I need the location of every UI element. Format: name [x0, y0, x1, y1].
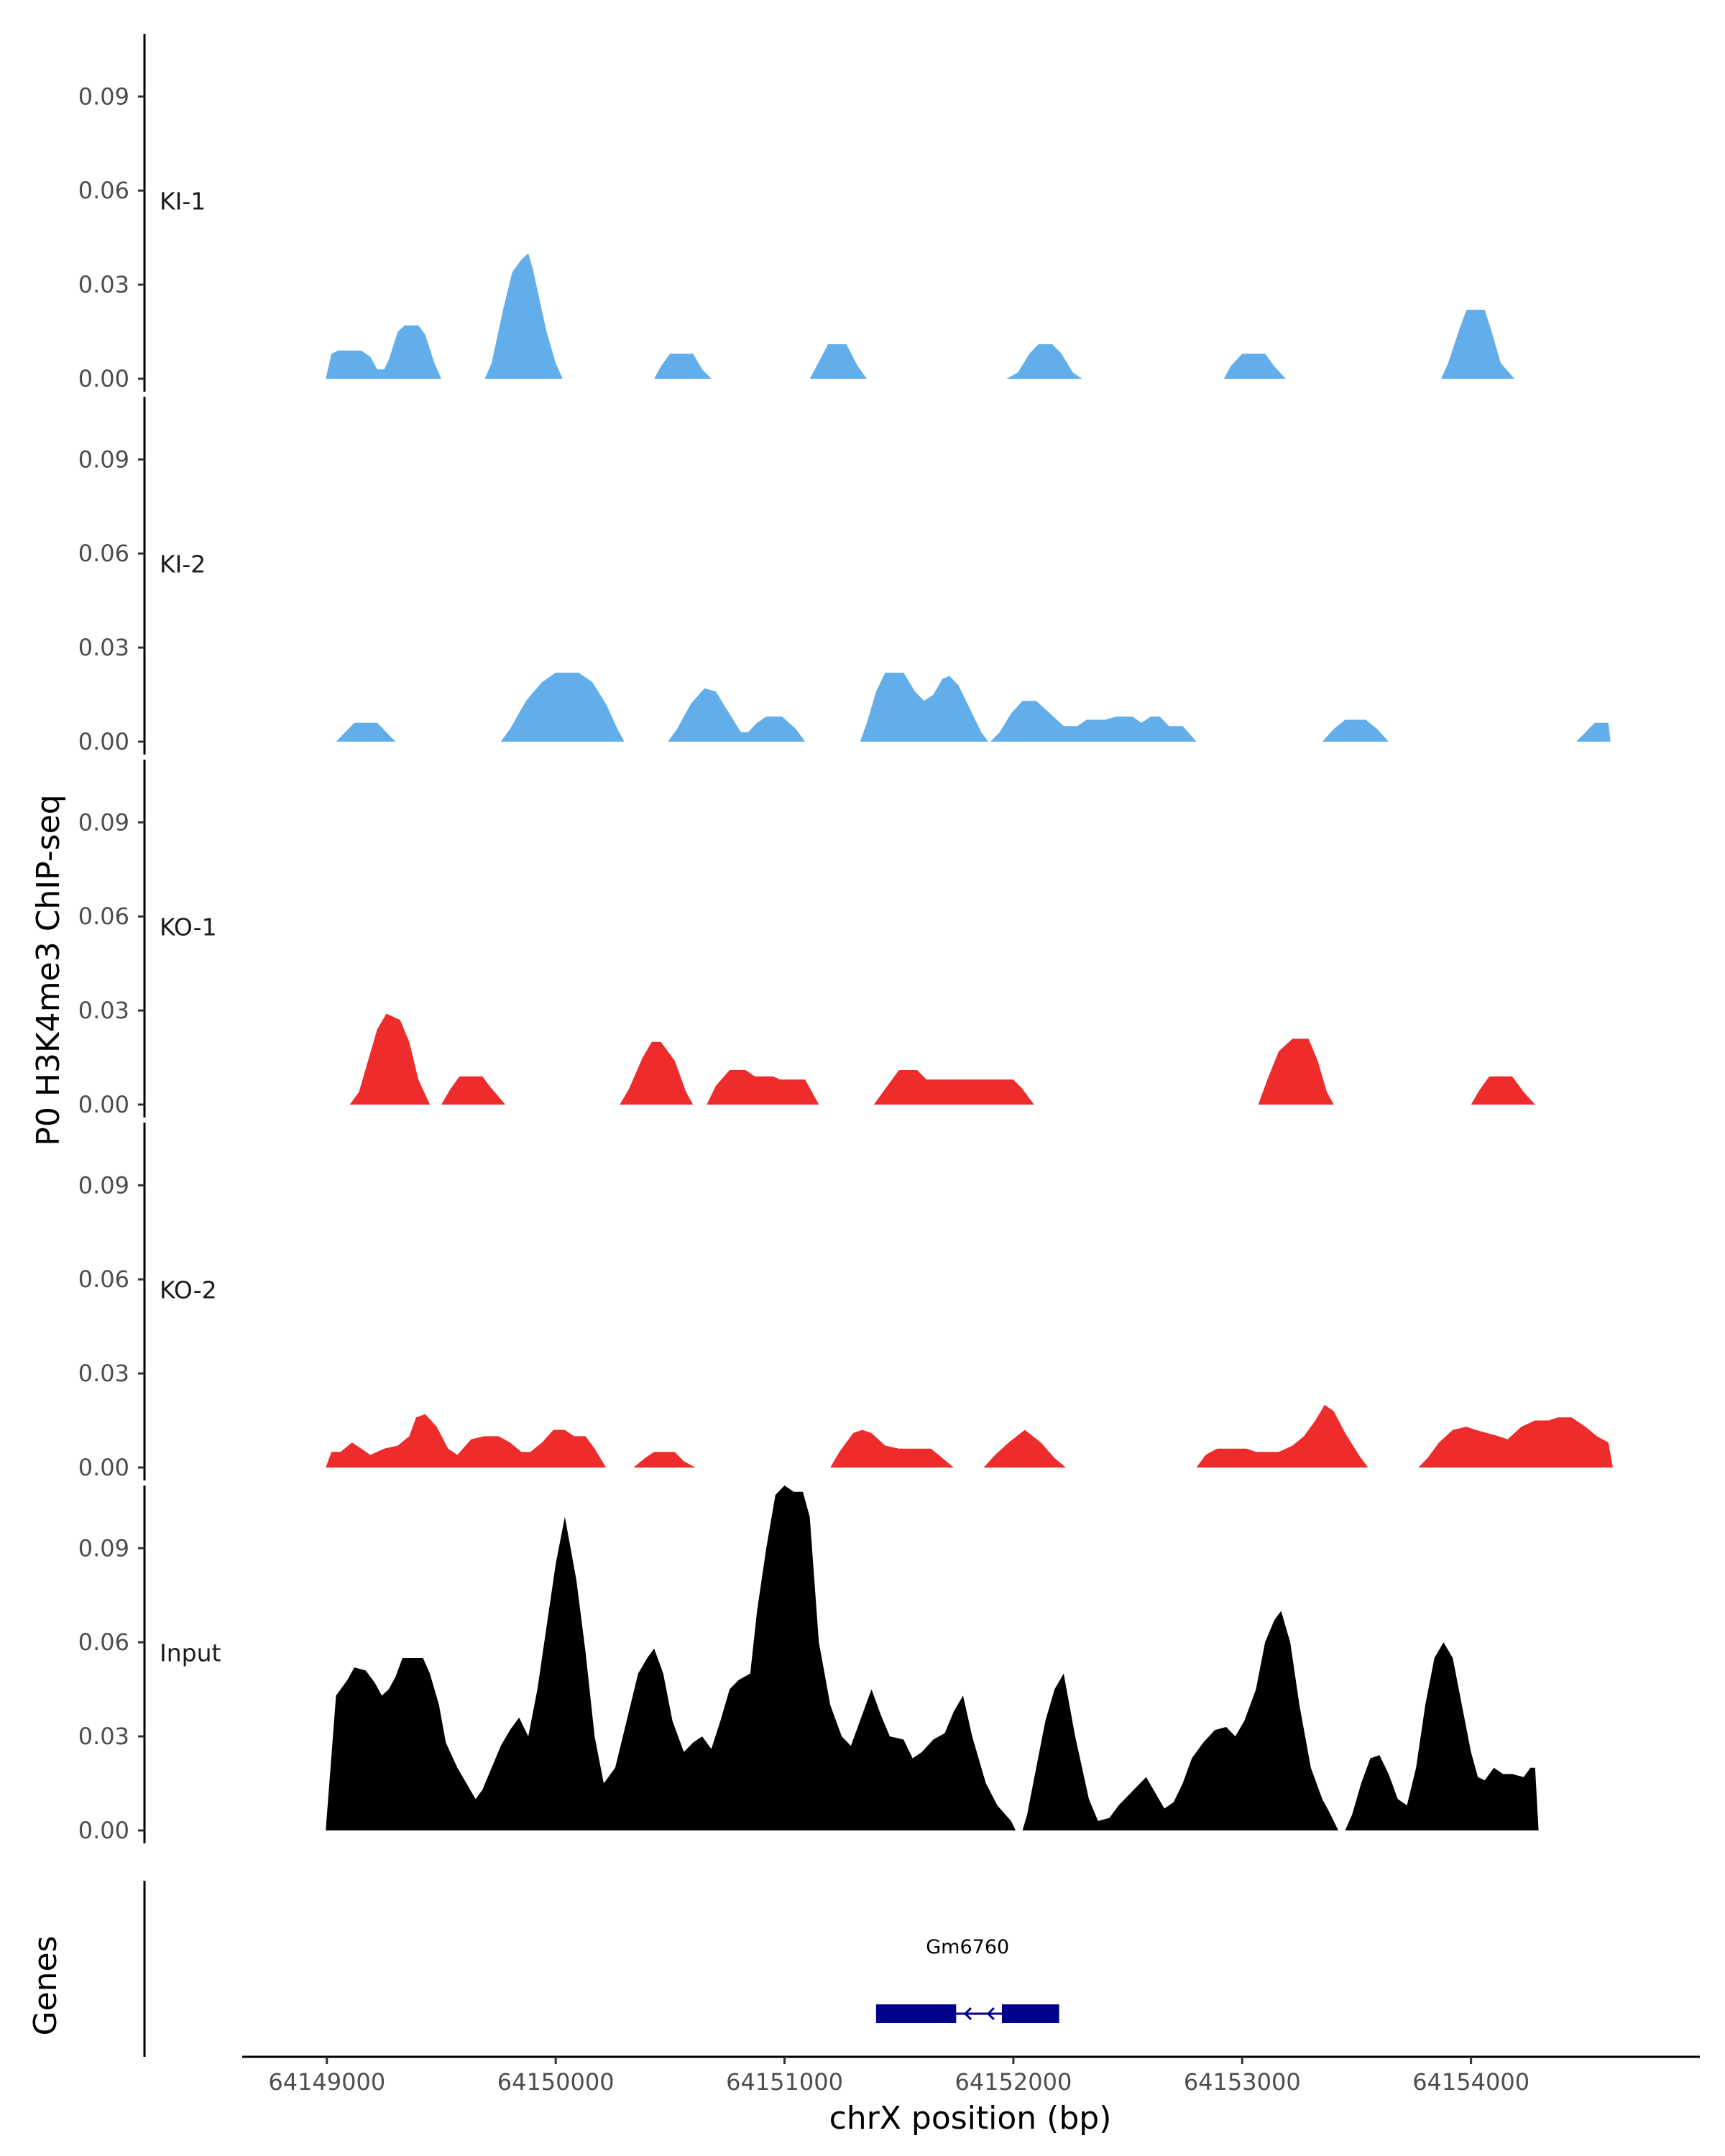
x-tick-label: 64152000 [954, 2068, 1072, 2096]
signal-area-ko-1 [873, 1070, 1034, 1105]
x-tick-label: 64154000 [1412, 2068, 1530, 2096]
x-tick-label: 64151000 [726, 2068, 843, 2096]
signal-area-ki-1 [1441, 310, 1515, 379]
signal-area-ki-2 [336, 722, 396, 742]
signal-area-ki-1 [809, 344, 868, 379]
y-tick-label: 0.03 [78, 634, 129, 661]
x-axis-title: chrX position (bp) [829, 2100, 1112, 2137]
y-tick-label: 0.03 [78, 271, 129, 298]
x-tick-label: 64153000 [1184, 2068, 1301, 2096]
signal-area-input [1022, 1611, 1338, 1830]
signal-area-input [1345, 1642, 1539, 1830]
gene-gm6760: Gm6760 [875, 1936, 1059, 2023]
signal-area-ko-1 [349, 1013, 431, 1105]
y-tick-label: 0.00 [78, 728, 129, 755]
signal-area-ko-1 [707, 1070, 819, 1105]
y-tick-label: 0.00 [78, 1817, 129, 1844]
track-label: KO-1 [160, 913, 217, 941]
signal-area-ko-1 [620, 1041, 694, 1105]
tracks-layer: 0.00 0.03 0.06 0.09 KI-1 0.00 0.03 0.06 0.09 KI-2… [78, 34, 1613, 1844]
track-label: KI-1 [160, 187, 206, 215]
gene-exon [1001, 2004, 1059, 2023]
signal-area-ki-2 [990, 701, 1197, 742]
genes-axis-title: Genes [27, 1935, 64, 2035]
y-tick-label: 0.03 [78, 997, 129, 1024]
y-tick-label: 0.09 [78, 808, 129, 836]
x-axis: chrX position (bp) 64149000 64150000 64151… [242, 2055, 1700, 2137]
signal-area-ki-2 [1576, 722, 1611, 742]
track-panel-ko-1: 0.00 0.03 0.06 0.09 KO-1 [78, 760, 1535, 1118]
y-tick-label: 0.09 [78, 83, 129, 110]
signal-area-ko-2 [983, 1429, 1067, 1468]
y-axis-title: P0 H3K4me3 ChIP-seq [30, 794, 67, 1146]
signal-area-ko-2 [326, 1414, 607, 1468]
y-tick-label: 0.00 [78, 1091, 129, 1118]
strand-arrow-icon [986, 2007, 995, 2021]
y-tick-label: 0.09 [78, 1171, 129, 1199]
signal-area-ko-2 [1418, 1417, 1613, 1468]
gene-name-label: Gm6760 [926, 1936, 1009, 1958]
y-tick-label: 0.00 [78, 365, 129, 392]
y-tick-label: 0.06 [78, 540, 129, 567]
signal-area-ko-1 [1471, 1076, 1535, 1105]
track-label: KI-2 [160, 550, 206, 578]
signal-area-input [326, 1485, 1016, 1830]
y-tick-label: 0.09 [78, 1534, 129, 1562]
y-tick-label: 0.06 [78, 1628, 129, 1656]
genes-panel: Genes Gm6760 [27, 1881, 1059, 2057]
y-tick-label: 0.09 [78, 446, 129, 473]
track-label: KO-2 [160, 1276, 217, 1304]
signal-area-ko-1 [1258, 1038, 1334, 1105]
signal-area-ko-2 [1196, 1404, 1368, 1468]
signal-area-ki-2 [500, 673, 625, 742]
signal-area-ki-1 [326, 325, 441, 379]
signal-area-ko-1 [441, 1076, 506, 1105]
signal-area-ki-2 [668, 688, 806, 742]
x-tick-label: 64150000 [497, 2068, 615, 2096]
y-tick-label: 0.00 [78, 1454, 129, 1481]
track-panel-ki-1: 0.00 0.03 0.06 0.09 KI-1 [78, 34, 1515, 392]
signal-area-ki-2 [1322, 719, 1389, 742]
signal-area-ki-1 [484, 253, 563, 379]
y-tick-label: 0.06 [78, 177, 129, 204]
track-label: Input [160, 1639, 221, 1667]
signal-area-ko-2 [830, 1429, 954, 1468]
signal-area-ki-2 [860, 673, 988, 742]
signal-area-ki-1 [1006, 344, 1082, 379]
track-panel-ki-2: 0.00 0.03 0.06 0.09 KI-2 [78, 397, 1611, 755]
track-panel-ko-2: 0.00 0.03 0.06 0.09 KO-2 [78, 1123, 1613, 1481]
y-tick-label: 0.06 [78, 903, 129, 930]
y-tick-label: 0.03 [78, 1360, 129, 1387]
strand-arrow-icon [963, 2007, 972, 2021]
signal-area-ki-1 [654, 354, 712, 379]
gene-exon [875, 2004, 957, 2023]
signal-area-ko-2 [633, 1452, 696, 1468]
signal-area-ki-1 [1223, 354, 1286, 379]
y-tick-label: 0.03 [78, 1723, 129, 1750]
track-panel-input: 0.00 0.03 0.06 0.09 Input [78, 1485, 1539, 1844]
y-tick-label: 0.06 [78, 1266, 129, 1293]
x-tick-label: 64149000 [268, 2068, 385, 2096]
